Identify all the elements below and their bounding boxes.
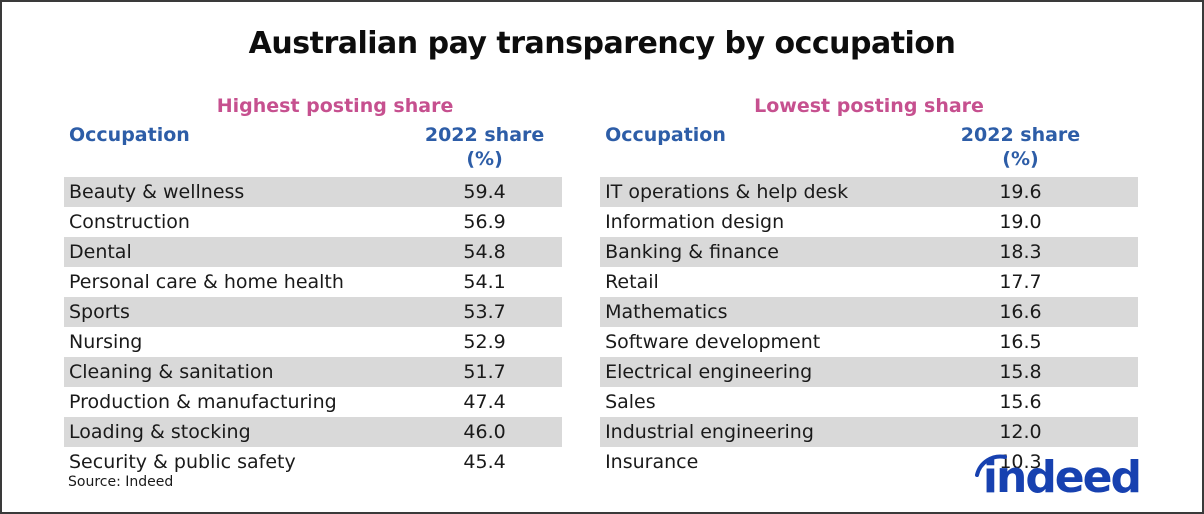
occupation-cell: Software development <box>605 331 821 353</box>
table-row: Production & manufacturing 47.4 <box>64 387 562 417</box>
table-body: Beauty & wellness 59.4 Construction 56.9 Den… <box>64 177 563 477</box>
column-header-occupation: Occupation <box>69 124 190 146</box>
occupation-cell: Dental <box>69 241 132 263</box>
share-cell: 45.4 <box>463 451 506 473</box>
occupation-cell: Construction <box>69 211 190 233</box>
share-cell: 51.7 <box>463 361 506 383</box>
table-row: Sports 53.7 <box>64 297 563 327</box>
table-header-row: Occupation 2022 share (%) <box>600 123 1138 177</box>
table-row: Electrical engineering 15.8 <box>600 357 1138 387</box>
occupation-cell: Nursing <box>69 331 143 353</box>
occupation-cell: Loading & stocking <box>69 421 251 443</box>
table-row: Dental 54.8 <box>64 237 563 267</box>
occupation-cell: Electrical engineering <box>605 361 813 383</box>
share-cell: 15.8 <box>999 361 1042 383</box>
table-body: IT operations & help desk 19.6 Information… <box>600 177 1138 477</box>
table-row: Personal care & home health 54.1 <box>64 267 562 297</box>
table-row: IT operations & help desk 19.6 <box>600 177 1138 207</box>
share-cell: 16.5 <box>999 331 1042 353</box>
share-cell: 19.6 <box>999 181 1042 203</box>
chart-title: Australian pay transparency by occupatio… <box>248 26 956 61</box>
share-cell: 46.0 <box>463 421 506 443</box>
occupation-cell: Security & public safety <box>69 451 296 473</box>
occupation-cell: Sales <box>605 391 656 413</box>
table-row: Retail 17.7 <box>600 267 1138 297</box>
share-cell: 10.3 <box>999 451 1042 473</box>
occupation-cell: Personal care & home health <box>69 271 344 293</box>
table-row: Mathematics 16.6 <box>600 297 1138 327</box>
share-cell: 47.4 <box>463 391 506 413</box>
share-cell: 18.3 <box>999 241 1042 263</box>
share-cell: 56.9 <box>463 211 506 233</box>
table-row: Security & public safety 45.4 <box>64 447 562 477</box>
share-cell: 54.1 <box>463 271 506 293</box>
occupation-cell: Banking & finance <box>605 241 779 263</box>
share-cell: 19.0 <box>999 211 1042 233</box>
column-header-occupation: Occupation <box>605 124 726 146</box>
share-cell: 52.9 <box>463 331 506 353</box>
table-row: Sales 15.6 <box>600 387 1138 417</box>
occupation-cell: Sports <box>69 301 130 323</box>
share-cell: 59.4 <box>463 181 506 203</box>
occupation-cell: Cleaning & sanitation <box>69 361 274 383</box>
table-row: Software development 16.5 <box>600 327 1138 357</box>
occupation-cell: Retail <box>605 271 659 293</box>
table-subtitle-highest: Highest posting share <box>216 95 454 117</box>
share-cell: 16.6 <box>999 301 1042 323</box>
table-row: Beauty & wellness 59.4 <box>64 177 563 207</box>
occupation-cell: Information design <box>605 211 785 233</box>
table-row: Cleaning & sanitation 51.7 <box>64 357 563 387</box>
share-cell: 53.7 <box>463 301 506 323</box>
table-row: Information design 19.0 <box>600 207 1138 237</box>
table-row: Insurance 10.3 <box>600 447 1138 477</box>
lowest-posting-share-table: Lowest posting share Occupation 2022 sha… <box>600 95 1138 477</box>
table-subtitle-lowest: Lowest posting share <box>754 95 984 117</box>
indeed-logo: indeed <box>974 450 1142 506</box>
occupation-cell: Beauty & wellness <box>69 181 245 203</box>
source-note: Source: Indeed <box>68 474 174 490</box>
indeed-wordmark: indeed <box>982 452 1142 503</box>
table-row: Banking & finance 18.3 <box>600 237 1138 267</box>
column-header-share: 2022 share (%) <box>424 124 545 170</box>
occupation-cell: IT operations & help desk <box>605 181 849 203</box>
highest-posting-share-table: Highest posting share Occupation 2022 sh… <box>64 95 563 477</box>
table-header-row: Occupation 2022 share (%) <box>64 123 562 177</box>
share-cell: 12.0 <box>999 421 1042 443</box>
table-row: Industrial engineering 12.0 <box>600 417 1138 447</box>
occupation-cell: Production & manufacturing <box>69 391 337 413</box>
occupation-cell: Mathematics <box>605 301 728 323</box>
table-row: Construction 56.9 <box>64 207 562 237</box>
share-cell: 17.7 <box>999 271 1042 293</box>
table-row: Nursing 52.9 <box>64 327 562 357</box>
column-header-share: 2022 share (%) <box>960 124 1081 170</box>
table-row: Loading & stocking 46.0 <box>64 417 563 447</box>
share-cell: 54.8 <box>463 241 506 263</box>
share-cell: 15.6 <box>999 391 1042 413</box>
occupation-cell: Insurance <box>605 451 699 473</box>
occupation-cell: Industrial engineering <box>605 421 814 443</box>
tables-row: Highest posting share Occupation 2022 sh… <box>64 95 1138 477</box>
